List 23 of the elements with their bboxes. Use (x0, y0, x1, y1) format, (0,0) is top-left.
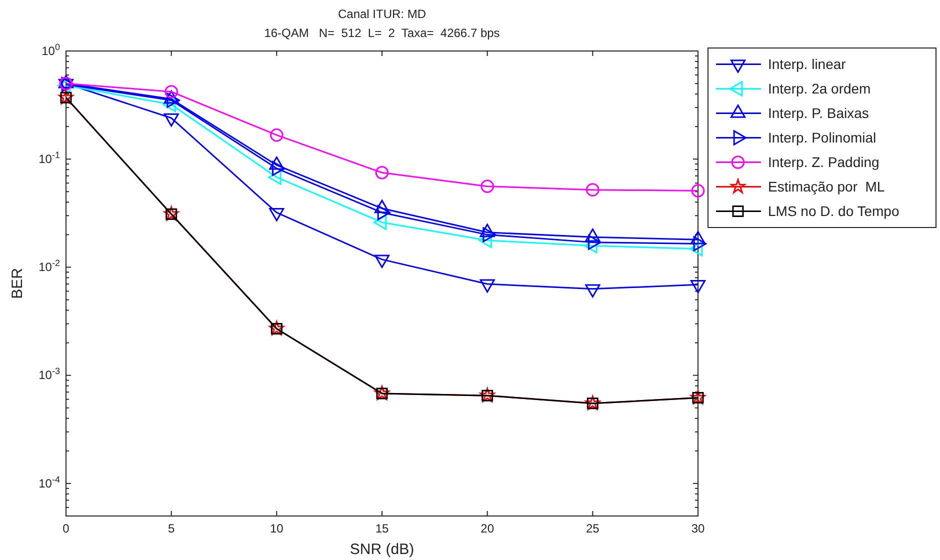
y-tick-label: 10$^{-4}$ (38, 474, 60, 490)
x-tick-label: 30 (691, 522, 705, 536)
x-tick-label: 0 (62, 522, 70, 536)
chart-subtitle: 16-QAM N= 512 L= 2 Taxa= 4266.7 bps (264, 26, 500, 40)
x-tick-label: 15 (375, 522, 389, 536)
legend-label: Interp. Z. Padding (768, 154, 880, 170)
legend-label: Interp. 2a ordem (768, 80, 871, 97)
legend-label: Interp. Polinomial (768, 130, 876, 146)
y-tick-label: 10$^{-3}$ (38, 366, 60, 382)
y-axis-title: BER (9, 268, 26, 299)
chart-title: Canal ITUR: MD (338, 7, 426, 21)
legend-label: LMS no D. do Tempo (768, 203, 900, 220)
x-tick-label: 20 (480, 522, 494, 536)
legend-label: Estimação por ML (768, 178, 885, 195)
x-tick-label: 10 (270, 522, 284, 536)
y-tick-label: 10$^{-1}$ (38, 150, 60, 166)
x-tick-label: 25 (586, 522, 600, 536)
x-axis-title: SNR (dB) (350, 541, 414, 558)
legend-label: Interp. linear (768, 56, 846, 72)
y-tick-label: 10$^{0}$ (42, 42, 60, 58)
x-tick-label: 5 (168, 522, 175, 536)
y-tick-label: 10$^{-2}$ (38, 258, 60, 274)
legend-label: Interp. P. Baixas (768, 105, 869, 122)
